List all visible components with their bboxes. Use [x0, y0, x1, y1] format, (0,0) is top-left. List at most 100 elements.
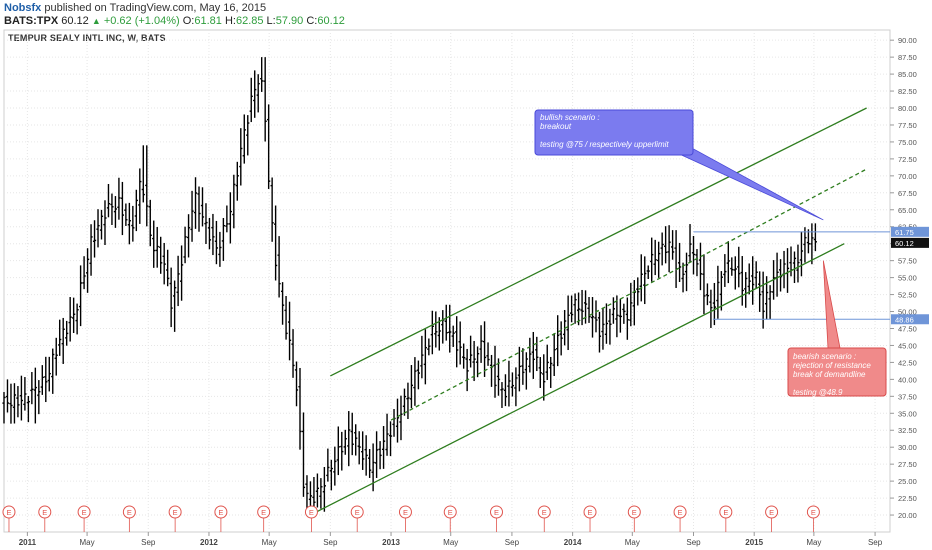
level-label: 48.86 — [895, 315, 914, 324]
x-tick-label: May — [443, 538, 458, 547]
plot-frame — [3, 29, 891, 533]
y-tick-label: 90.00 — [898, 36, 917, 45]
up-arrow-icon: ▲ — [91, 16, 101, 26]
high-value: 62.85 — [235, 15, 264, 27]
y-tick-label: 82.50 — [898, 87, 917, 96]
y-tick-label: 25.00 — [898, 477, 917, 486]
earnings-icon — [168, 505, 182, 519]
earnings-label: E — [678, 508, 683, 517]
earnings-label: E — [542, 508, 547, 517]
publish-info: Nobsfx published on TradingView.com, May… — [4, 2, 266, 14]
level-label-bg — [891, 314, 929, 325]
y-tick-label: 72.50 — [898, 155, 917, 164]
published-text: published on TradingView.com, May 16, 20… — [44, 2, 267, 14]
earnings-icon — [2, 505, 16, 519]
bullish-pointer — [673, 146, 824, 221]
earnings-icon — [806, 505, 820, 519]
earnings-label: E — [403, 508, 408, 517]
earnings-icon — [537, 505, 551, 519]
symbol: BATS:TPX — [4, 15, 59, 27]
open-value: 61.81 — [194, 15, 222, 27]
x-tick-label: 2011 — [19, 538, 37, 547]
last-price-label: 60.12 — [895, 239, 914, 248]
y-tick-label: 67.50 — [898, 189, 917, 198]
y-tick-label: 70.00 — [898, 172, 917, 181]
earnings-icon — [77, 505, 91, 519]
y-tick-label: 85.00 — [898, 70, 917, 79]
earnings-label: E — [82, 508, 87, 517]
y-tick-label: 77.50 — [898, 121, 917, 130]
close-value: 60.12 — [317, 15, 345, 27]
x-tick-label: 2015 — [745, 538, 763, 547]
x-tick-label: Sep — [868, 538, 883, 547]
earnings-label: E — [173, 508, 178, 517]
x-tick-label: Sep — [686, 538, 701, 547]
earnings-label: E — [261, 508, 266, 517]
y-tick-label: 40.00 — [898, 375, 917, 384]
level-label-bg — [891, 226, 929, 237]
y-tick-label: 80.00 — [898, 104, 917, 113]
x-tick-label: 2013 — [382, 538, 400, 547]
x-tick-label: Sep — [505, 538, 520, 547]
x-tick-label: 2012 — [200, 538, 218, 547]
last-price-label-bg — [891, 237, 929, 248]
earnings-icon — [489, 505, 503, 519]
y-tick-label: 20.00 — [898, 511, 917, 520]
earnings-icon — [719, 505, 733, 519]
y-tick-label: 37.50 — [898, 392, 917, 401]
y-tick-label: 30.00 — [898, 443, 917, 452]
earnings-label: E — [588, 508, 593, 517]
bullish-scenario-box — [534, 109, 694, 156]
chart-title: TEMPUR SEALY INTL INC, W, BATS — [8, 33, 166, 43]
channel-line-lower — [316, 243, 845, 513]
y-tick-label: 47.50 — [898, 324, 917, 333]
earnings-label: E — [6, 508, 11, 517]
x-tick-label: Sep — [323, 538, 338, 547]
bearish-pointer — [822, 260, 841, 349]
y-tick-label: 55.00 — [898, 274, 917, 283]
x-tick-label: Sep — [141, 538, 156, 547]
bullish-scenario-text: bullish scenario : breakout testing @75 … — [540, 113, 669, 149]
x-tick-label: May — [806, 538, 821, 547]
high-label: H: — [224, 15, 236, 27]
earnings-icon — [583, 505, 597, 519]
earnings-label: E — [218, 508, 223, 517]
channel-line-upper — [330, 107, 867, 377]
last-price: 60.12 — [61, 15, 89, 27]
earnings-icon — [257, 505, 271, 519]
earnings-label: E — [769, 508, 774, 517]
earnings-label: E — [42, 508, 47, 517]
channel-line-middle — [390, 168, 867, 421]
earnings-label: E — [811, 508, 816, 517]
y-tick-label: 65.00 — [898, 206, 917, 215]
earnings-label: E — [355, 508, 360, 517]
earnings-label: E — [127, 508, 132, 517]
level-label: 61.75 — [895, 228, 914, 237]
earnings-icon — [765, 505, 779, 519]
x-tick-label: 2014 — [564, 538, 582, 547]
y-tick-label: 50.00 — [898, 308, 917, 317]
y-tick-label: 87.50 — [898, 53, 917, 62]
ticker-bar: BATS:TPX 60.12 ▲ +0.62 (+1.04%) O:61.81 … — [4, 15, 345, 27]
earnings-icon — [304, 505, 318, 519]
earnings-icon — [214, 505, 228, 519]
earnings-label: E — [448, 508, 453, 517]
author-name[interactable]: Nobsfx — [4, 2, 42, 14]
price-change: +0.62 (+1.04%) — [103, 15, 180, 27]
bearish-scenario-box — [787, 347, 887, 397]
y-tick-label: 27.50 — [898, 460, 917, 469]
earnings-icon — [398, 505, 412, 519]
earnings-icon — [443, 505, 457, 519]
y-tick-label: 45.00 — [898, 341, 917, 350]
low-value: 57.90 — [275, 15, 304, 27]
y-tick-label: 35.00 — [898, 409, 917, 418]
y-tick-label: 22.50 — [898, 494, 917, 503]
earnings-label: E — [723, 508, 728, 517]
y-tick-label: 42.50 — [898, 358, 917, 367]
y-tick-label: 75.00 — [898, 138, 917, 147]
x-tick-label: May — [80, 538, 95, 547]
earnings-label: E — [632, 508, 637, 517]
low-label: L: — [266, 15, 276, 27]
earnings-icon — [627, 505, 641, 519]
